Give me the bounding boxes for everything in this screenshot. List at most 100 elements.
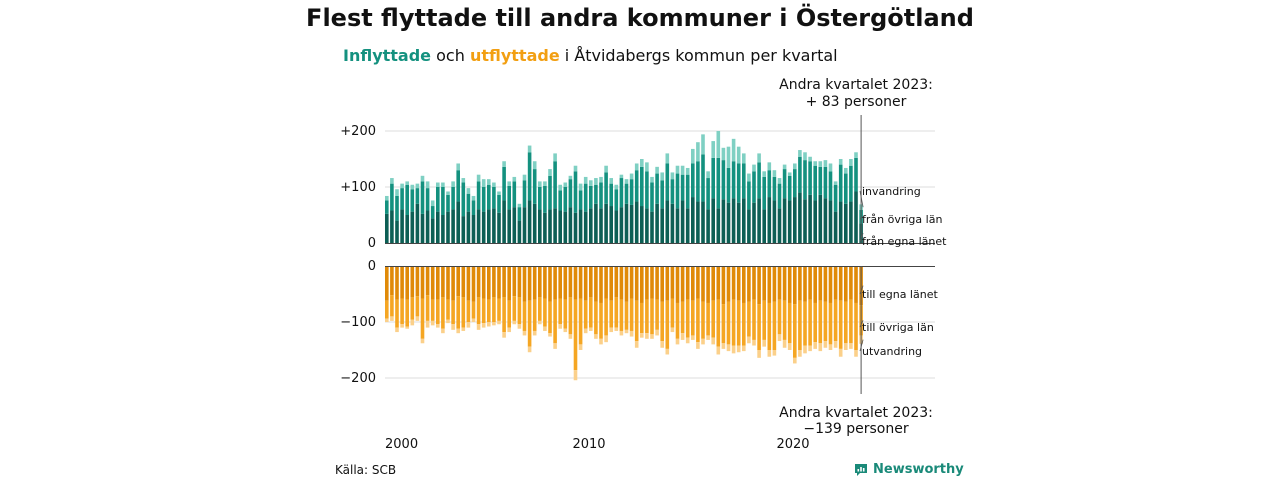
bar-out-1 — [619, 299, 624, 331]
bar-out-0 — [573, 266, 578, 300]
bar-in-2 — [415, 203, 420, 243]
bar-in-0 — [736, 146, 741, 164]
bar-out-0 — [793, 266, 797, 305]
bar-out-2 — [854, 350, 858, 357]
bar-out-2 — [420, 338, 425, 344]
bar-in-2 — [793, 197, 797, 243]
bar-in-1 — [752, 171, 756, 203]
bar-out-2 — [599, 338, 603, 345]
y-tick-bottom: −100 — [340, 315, 376, 330]
bar-in-0 — [742, 153, 746, 164]
bar-out-1 — [798, 300, 802, 350]
bar-in-0 — [614, 184, 619, 190]
bar-out-2 — [803, 345, 807, 354]
bar-in-0 — [425, 181, 430, 189]
bar-in-2 — [803, 199, 807, 243]
bar-in-0 — [655, 166, 659, 174]
bar-in-1 — [415, 188, 420, 204]
bar-out-0 — [385, 266, 389, 301]
bar-in-0 — [436, 182, 440, 187]
bar-in-2 — [731, 198, 736, 243]
bar-out-2 — [685, 337, 690, 344]
bar-out-1 — [752, 299, 756, 340]
bar-out-1 — [400, 298, 404, 325]
bar-out-2 — [390, 316, 394, 321]
bar-out-2 — [538, 320, 542, 325]
bar-in-1 — [430, 206, 435, 219]
bar-in-1 — [777, 183, 782, 209]
bar-out-0 — [762, 266, 766, 301]
bar-out-0 — [476, 266, 481, 298]
bar-out-1 — [731, 299, 736, 346]
bar-in-0 — [685, 167, 690, 175]
bar-in-0 — [441, 182, 445, 187]
chart-bubble-icon — [855, 463, 867, 476]
bar-out-1 — [670, 298, 675, 328]
bar-in-2 — [772, 200, 777, 243]
bar-out-1 — [532, 299, 537, 331]
bar-in-0 — [640, 159, 644, 167]
bar-out-0 — [772, 266, 777, 302]
bar-in-0 — [543, 181, 547, 186]
gridlines — [385, 130, 935, 379]
bar-in-1 — [400, 188, 404, 210]
bar-in-1 — [808, 161, 812, 195]
bar-in-1 — [390, 183, 394, 211]
bar-in-1 — [517, 207, 522, 221]
bar-out-2 — [578, 344, 583, 350]
bar-in-1 — [634, 170, 639, 202]
bar-out-1 — [696, 298, 700, 343]
bar-out-0 — [400, 266, 404, 299]
bar-in-1 — [420, 181, 425, 214]
bar-in-1 — [532, 169, 537, 204]
bar-in-1 — [512, 181, 517, 208]
bar-in-0 — [808, 156, 812, 162]
annotations: Andra kvartalet 2023:+ 83 personerAndra … — [779, 77, 933, 437]
newsworthy-logo[interactable]: Newsworthy — [854, 462, 964, 477]
bar-out-2 — [497, 320, 501, 325]
bar-out-1 — [517, 297, 522, 325]
bar-out-2 — [456, 328, 460, 334]
bar-out-0 — [634, 266, 639, 301]
bar-in-1 — [757, 162, 761, 199]
bar-out-2 — [573, 370, 578, 381]
bar-in-2 — [553, 208, 557, 243]
bar-out-1 — [675, 302, 680, 339]
bar-in-2 — [532, 203, 537, 243]
bar-in-0 — [527, 145, 532, 153]
bar-out-2 — [415, 316, 420, 321]
bar-in-0 — [767, 162, 772, 171]
bar-out-2 — [675, 338, 680, 345]
bar-out-2 — [461, 327, 466, 331]
bar-in-1 — [461, 182, 466, 217]
bar-out-2 — [512, 320, 517, 325]
bar-out-0 — [487, 266, 491, 300]
bar-in-1 — [706, 178, 710, 210]
bar-in-2 — [476, 209, 481, 243]
bar-in-0 — [553, 153, 557, 162]
bar-out-1 — [604, 298, 608, 336]
bar-out-1 — [793, 304, 797, 358]
bar-in-2 — [594, 203, 598, 243]
bar-out-0 — [410, 266, 415, 298]
bar-in-1 — [436, 187, 440, 212]
bar-out-0 — [609, 266, 613, 301]
bar-in-1 — [405, 184, 409, 215]
bar-out-0 — [517, 266, 522, 298]
bar-out-1 — [522, 301, 527, 331]
bar-in-1 — [507, 185, 511, 210]
bar-out-0 — [726, 266, 731, 302]
bar-out-0 — [828, 266, 833, 303]
bar-in-2 — [757, 198, 761, 243]
bar-in-0 — [589, 180, 593, 186]
bar-in-2 — [430, 218, 435, 243]
bar-in-0 — [670, 172, 675, 180]
bar-in-2 — [512, 207, 517, 243]
bar-out-2 — [721, 343, 726, 349]
y-tick-top: +100 — [340, 180, 376, 195]
bar-in-0 — [604, 165, 608, 173]
bar-out-1 — [808, 299, 812, 346]
bar-in-2 — [614, 210, 619, 243]
bar-out-0 — [808, 266, 812, 300]
bar-in-0 — [400, 183, 404, 189]
